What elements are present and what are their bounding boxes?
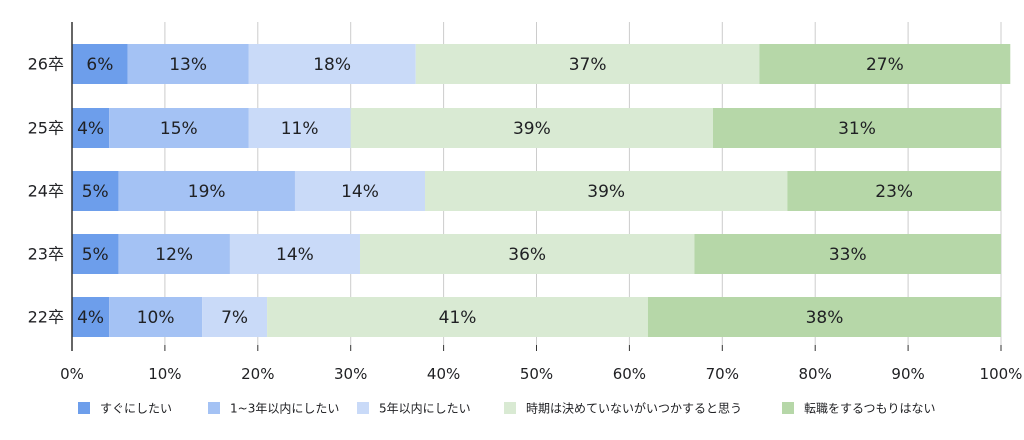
bar-segment (72, 171, 119, 211)
bar-segment (248, 108, 351, 148)
x-tick-label: 90% (891, 365, 924, 383)
x-tick-label: 0% (60, 365, 84, 383)
bar-segment (229, 234, 360, 274)
legend-label: 5年以内にしたい (379, 402, 471, 416)
bar-segment (109, 297, 203, 337)
bar-segment (72, 108, 110, 148)
data-label: 4% (77, 308, 104, 328)
data-label: 14% (341, 182, 379, 202)
data-label: 12% (155, 245, 193, 265)
x-tick-label: 10% (148, 365, 181, 383)
legend-swatch (78, 402, 90, 414)
data-label: 19% (188, 182, 226, 202)
data-label: 39% (587, 182, 625, 202)
legend-swatch (208, 402, 220, 414)
data-label: 33% (829, 245, 867, 265)
data-label: 14% (276, 245, 314, 265)
x-tick-label: 60% (613, 365, 646, 383)
x-tick-label: 40% (427, 365, 460, 383)
bar-segment (202, 297, 268, 337)
data-label: 41% (439, 308, 477, 328)
bar-segment (350, 108, 714, 148)
bar-segment (647, 297, 1001, 337)
x-tick-label: 70% (706, 365, 739, 383)
data-label: 4% (77, 119, 104, 139)
bar-segment (415, 44, 760, 84)
data-label: 36% (508, 245, 546, 265)
data-label: 6% (86, 55, 113, 75)
data-label: 31% (838, 119, 876, 139)
bar-segment (294, 171, 426, 211)
data-label: 38% (806, 308, 844, 328)
data-label: 37% (569, 55, 607, 75)
data-label: 23% (875, 182, 913, 202)
legend-swatch (504, 402, 516, 414)
legend-label: 転職をするつもりはない (804, 402, 936, 416)
data-label: 10% (137, 308, 175, 328)
legend-label: 時期は決めていないがいつかすると思う (526, 401, 742, 416)
bar-segment (127, 44, 249, 84)
category-label: 25卒 (28, 119, 64, 138)
bar-segment (267, 297, 648, 337)
bar-segment (72, 44, 128, 84)
data-label: 5% (82, 245, 109, 265)
category-label: 22卒 (28, 308, 64, 327)
data-label: 18% (313, 55, 351, 75)
x-tick-label: 80% (799, 365, 832, 383)
data-label: 27% (866, 55, 904, 75)
bar-segment (787, 171, 1001, 211)
x-tick-label: 100% (980, 365, 1023, 383)
bar-segment (713, 108, 1001, 148)
bar-segment (359, 234, 695, 274)
bar-segment (425, 171, 788, 211)
data-label: 5% (82, 182, 109, 202)
bar-segment (248, 44, 416, 84)
bar-segment (694, 234, 1001, 274)
bar-segment (72, 297, 110, 337)
legend-swatch (357, 402, 369, 414)
x-tick-label: 20% (241, 365, 274, 383)
data-label: 7% (221, 308, 248, 328)
bar-segment (118, 171, 295, 211)
legend-label: 1~3年以内にしたい (230, 402, 339, 416)
bar-segment (759, 44, 1011, 84)
x-tick-label: 30% (334, 365, 367, 383)
bar-segment (109, 108, 249, 148)
category-label: 26卒 (28, 55, 64, 74)
legend-swatch (782, 402, 794, 414)
legend-label: すぐにしたい (100, 402, 172, 416)
category-label: 23卒 (28, 245, 64, 264)
data-label: 13% (169, 55, 207, 75)
bar-segment (72, 234, 119, 274)
data-label: 11% (281, 119, 319, 139)
x-tick-label: 50% (520, 365, 553, 383)
data-label: 39% (513, 119, 551, 139)
category-label: 24卒 (28, 182, 64, 201)
bar-segment (118, 234, 230, 274)
data-label: 15% (160, 119, 198, 139)
